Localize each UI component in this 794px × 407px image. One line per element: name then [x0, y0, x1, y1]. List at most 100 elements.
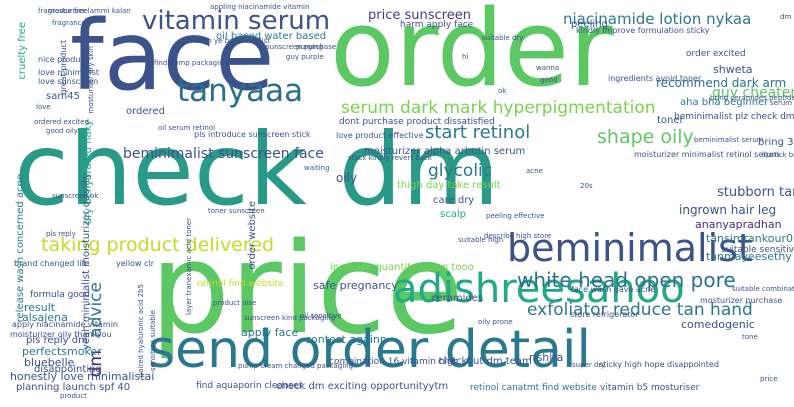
word-124: 20s — [580, 182, 593, 190]
word-57: toner — [657, 115, 684, 126]
word-86: oil sensitive — [300, 312, 342, 320]
word-16: niacinamide lotion nykaa — [563, 10, 752, 28]
word-45: planning launch spf 40 — [16, 382, 131, 393]
word-134: tone — [742, 333, 758, 341]
word-13: start retinol — [425, 122, 531, 143]
word-125: wanna — [536, 64, 560, 72]
word-73: retinol find website — [197, 279, 284, 289]
word-61: comedogenic — [681, 318, 755, 331]
word-28: stubborn tan — [717, 185, 794, 200]
word-102: fragrance free — [38, 7, 88, 15]
word-69: formula good — [30, 290, 91, 300]
word-49: sam45 — [46, 91, 80, 102]
word-106: sunscreen purchase — [266, 43, 337, 51]
word-9: serum dark mark hyperpigmentation — [341, 98, 656, 118]
word-58: bring 30ml — [758, 137, 794, 148]
word-99: paired hyaluronic acid 2b5 — [137, 284, 145, 378]
word-26: guy cheater — [712, 85, 794, 101]
word-87: love minimalist — [38, 68, 100, 77]
word-130: hi — [462, 53, 469, 61]
word-114: lipstick bring — [762, 151, 794, 159]
word-120: suitable high — [458, 236, 504, 244]
word-44: honestly love minimalistai — [10, 370, 155, 383]
word-1: price — [150, 215, 464, 362]
word-21: oil based water based — [216, 31, 327, 42]
word-81: yellow clr — [116, 259, 154, 268]
word-127: pls reply — [46, 230, 76, 238]
word-71: store refrigerator — [570, 310, 639, 319]
word-109: amazon ye beminimalist — [184, 37, 270, 45]
word-41: perfectsmoker — [22, 345, 102, 358]
word-90: love product effective — [336, 131, 424, 140]
word-108: appling niacinamide vitamin — [210, 3, 310, 11]
word-27: aha bha beginner — [680, 97, 769, 108]
word-43: bluebelle — [24, 356, 75, 369]
word-66: find aquaporin cleanser — [196, 381, 303, 391]
word-119: waiting — [304, 164, 330, 172]
word-55: peeling — [571, 19, 608, 30]
word-104: guy purple — [286, 53, 324, 61]
word-29: ingrown hair leg — [679, 203, 777, 217]
word-22: moisturizer alpha arbutin serum — [364, 146, 526, 157]
word-88: nice product — [38, 55, 88, 64]
word-112: beminimalist serum — [694, 136, 764, 144]
word-14: shape oily — [597, 126, 694, 148]
word-15: glycolic — [428, 161, 493, 181]
word-51: release wash concerned acne — [15, 174, 26, 323]
word-121: oily prone — [478, 318, 513, 326]
word-116: super dry — [572, 361, 606, 369]
word-131: dm — [780, 13, 792, 21]
word-47: disappointing — [34, 364, 102, 375]
word-74: moisturizer minimalist retinol serum — [634, 150, 780, 159]
word-75: kindly improve formulation sticky — [576, 26, 710, 35]
word-68: vitamin b5 mosturiser — [600, 383, 700, 393]
word-101: layer tranexamic acid toner — [185, 218, 193, 315]
word-128: sunscreen ok — [52, 192, 99, 200]
word-85: pump cream changed packaging — [238, 362, 354, 370]
word-8: tanyaaa — [177, 73, 304, 109]
word-91: stock kindly revert back — [348, 154, 432, 162]
word-113: love — [36, 103, 51, 111]
word-48: result — [24, 301, 56, 314]
word-84: sunscreen kind packaging — [244, 314, 336, 322]
word-46: pls reply dm — [26, 335, 88, 346]
word-25: order excited — [686, 49, 746, 59]
word-36: care dry — [433, 195, 475, 206]
word-92: pls introduce sunscreen stick — [194, 130, 311, 139]
word-123: describe high store — [484, 232, 552, 240]
word-65: check dm exciting opportunityytm — [276, 381, 449, 392]
word-3: order — [330, 0, 613, 110]
word-89: dont purchase product dissatisfied — [339, 117, 495, 127]
word-135: product — [60, 392, 87, 400]
word-76: face wash gave acne — [571, 285, 656, 294]
word-6: beminimalist — [507, 226, 753, 270]
word-115: toner sunscreen — [208, 207, 265, 215]
word-18: beminimalist sunscreen face — [123, 146, 324, 162]
word-100: sensitive suitable — [149, 310, 157, 372]
word-94: good oily — [46, 127, 78, 135]
word-126: good — [540, 76, 558, 84]
word-93: oil serum retinol — [158, 124, 216, 132]
word-78: mosturizer purchase — [700, 296, 783, 305]
word-34: safe pregnancy — [313, 279, 398, 292]
word-17: price sunscreen — [368, 8, 471, 23]
word-132: price — [760, 375, 778, 383]
word-83: moisturizer oily thankyou — [10, 330, 112, 339]
word-4: send order detail — [148, 320, 591, 380]
word-62: rishita — [529, 351, 564, 364]
word-37: thigh day take result — [397, 180, 501, 191]
word-54: cruelty free — [17, 22, 28, 80]
word-103: suitable dry — [482, 34, 524, 42]
word-31: tansimrankour05 — [706, 232, 794, 245]
word-96: love sunscreen — [38, 77, 99, 86]
word-64: combination 16 vitamin high — [329, 357, 459, 367]
word-59: oily — [336, 171, 358, 185]
word-56: shweta — [713, 63, 753, 76]
word-129: fragrance — [52, 19, 86, 27]
word-50: ordered — [126, 106, 165, 117]
word-82: apply niacinamide vitamin — [12, 320, 118, 329]
word-79: sticky high hope disappointed — [599, 360, 719, 369]
word-118: peeling effective — [486, 212, 545, 220]
word-33: tanmayeesethy — [706, 250, 792, 263]
